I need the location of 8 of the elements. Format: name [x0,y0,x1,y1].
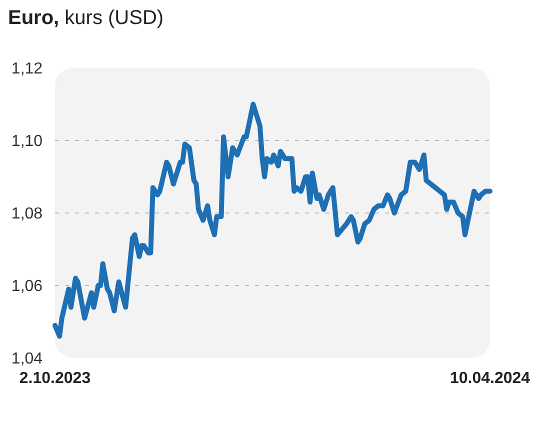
y-tick-label: 1,04 [11,350,43,368]
x-tick-label: 2.10.2023 [19,370,91,387]
y-tick-label: 1,10 [11,133,43,150]
y-tick-label: 1,08 [11,206,43,223]
y-tick-label: 1,06 [11,278,43,296]
chart-title: Euro, kurs (USD) [8,7,164,29]
x-tick-label: 10.04.2024 [450,370,530,387]
y-tick-label: 1,12 [11,60,43,78]
